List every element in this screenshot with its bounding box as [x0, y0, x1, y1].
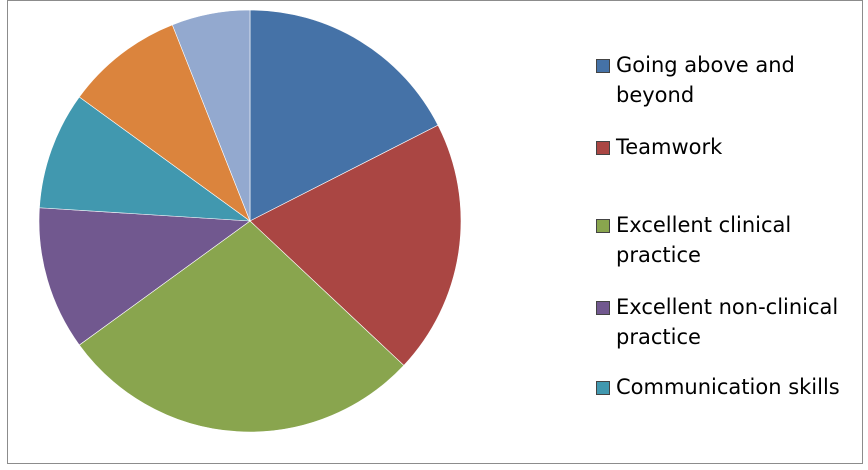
pie-slice-teamwork: [249, 124, 462, 366]
legend-swatch: [596, 381, 610, 395]
legend-label: Going above and beyond: [616, 53, 795, 107]
legend-swatch: [596, 301, 610, 315]
legend-swatch: [596, 219, 610, 233]
legend-swatch: [596, 141, 610, 155]
legend-item-going-above-and-beyond: Going above and beyond: [596, 50, 848, 110]
legend-item-communication-skills: Communication skills: [596, 372, 848, 402]
legend-label: Communication skills: [616, 375, 840, 399]
legend-label: Teamwork: [616, 135, 723, 159]
pie-slice-unlabeled-5: [78, 24, 251, 222]
legend-label: Excellent non-clinical practice: [616, 295, 839, 349]
pie-slice-communication-skills: [39, 96, 252, 222]
legend-swatch: [596, 59, 610, 73]
legend-item-teamwork: Teamwork: [596, 132, 848, 162]
pie-slice-unlabeled-6: [171, 9, 251, 222]
pie-slice-going-above-and-beyond: [249, 9, 439, 222]
legend-label: Excellent clinical practice: [616, 213, 792, 267]
pie-slice-excellent-non-clinical-practice: [38, 207, 251, 346]
pie-slices: [38, 9, 462, 433]
legend-item-excellent-clinical-practice: Excellent clinical practice: [596, 210, 848, 270]
legend-item-excellent-non-clinical-practice: Excellent non-clinical practice: [596, 292, 848, 352]
pie-slice-excellent-clinical-practice: [78, 220, 405, 433]
